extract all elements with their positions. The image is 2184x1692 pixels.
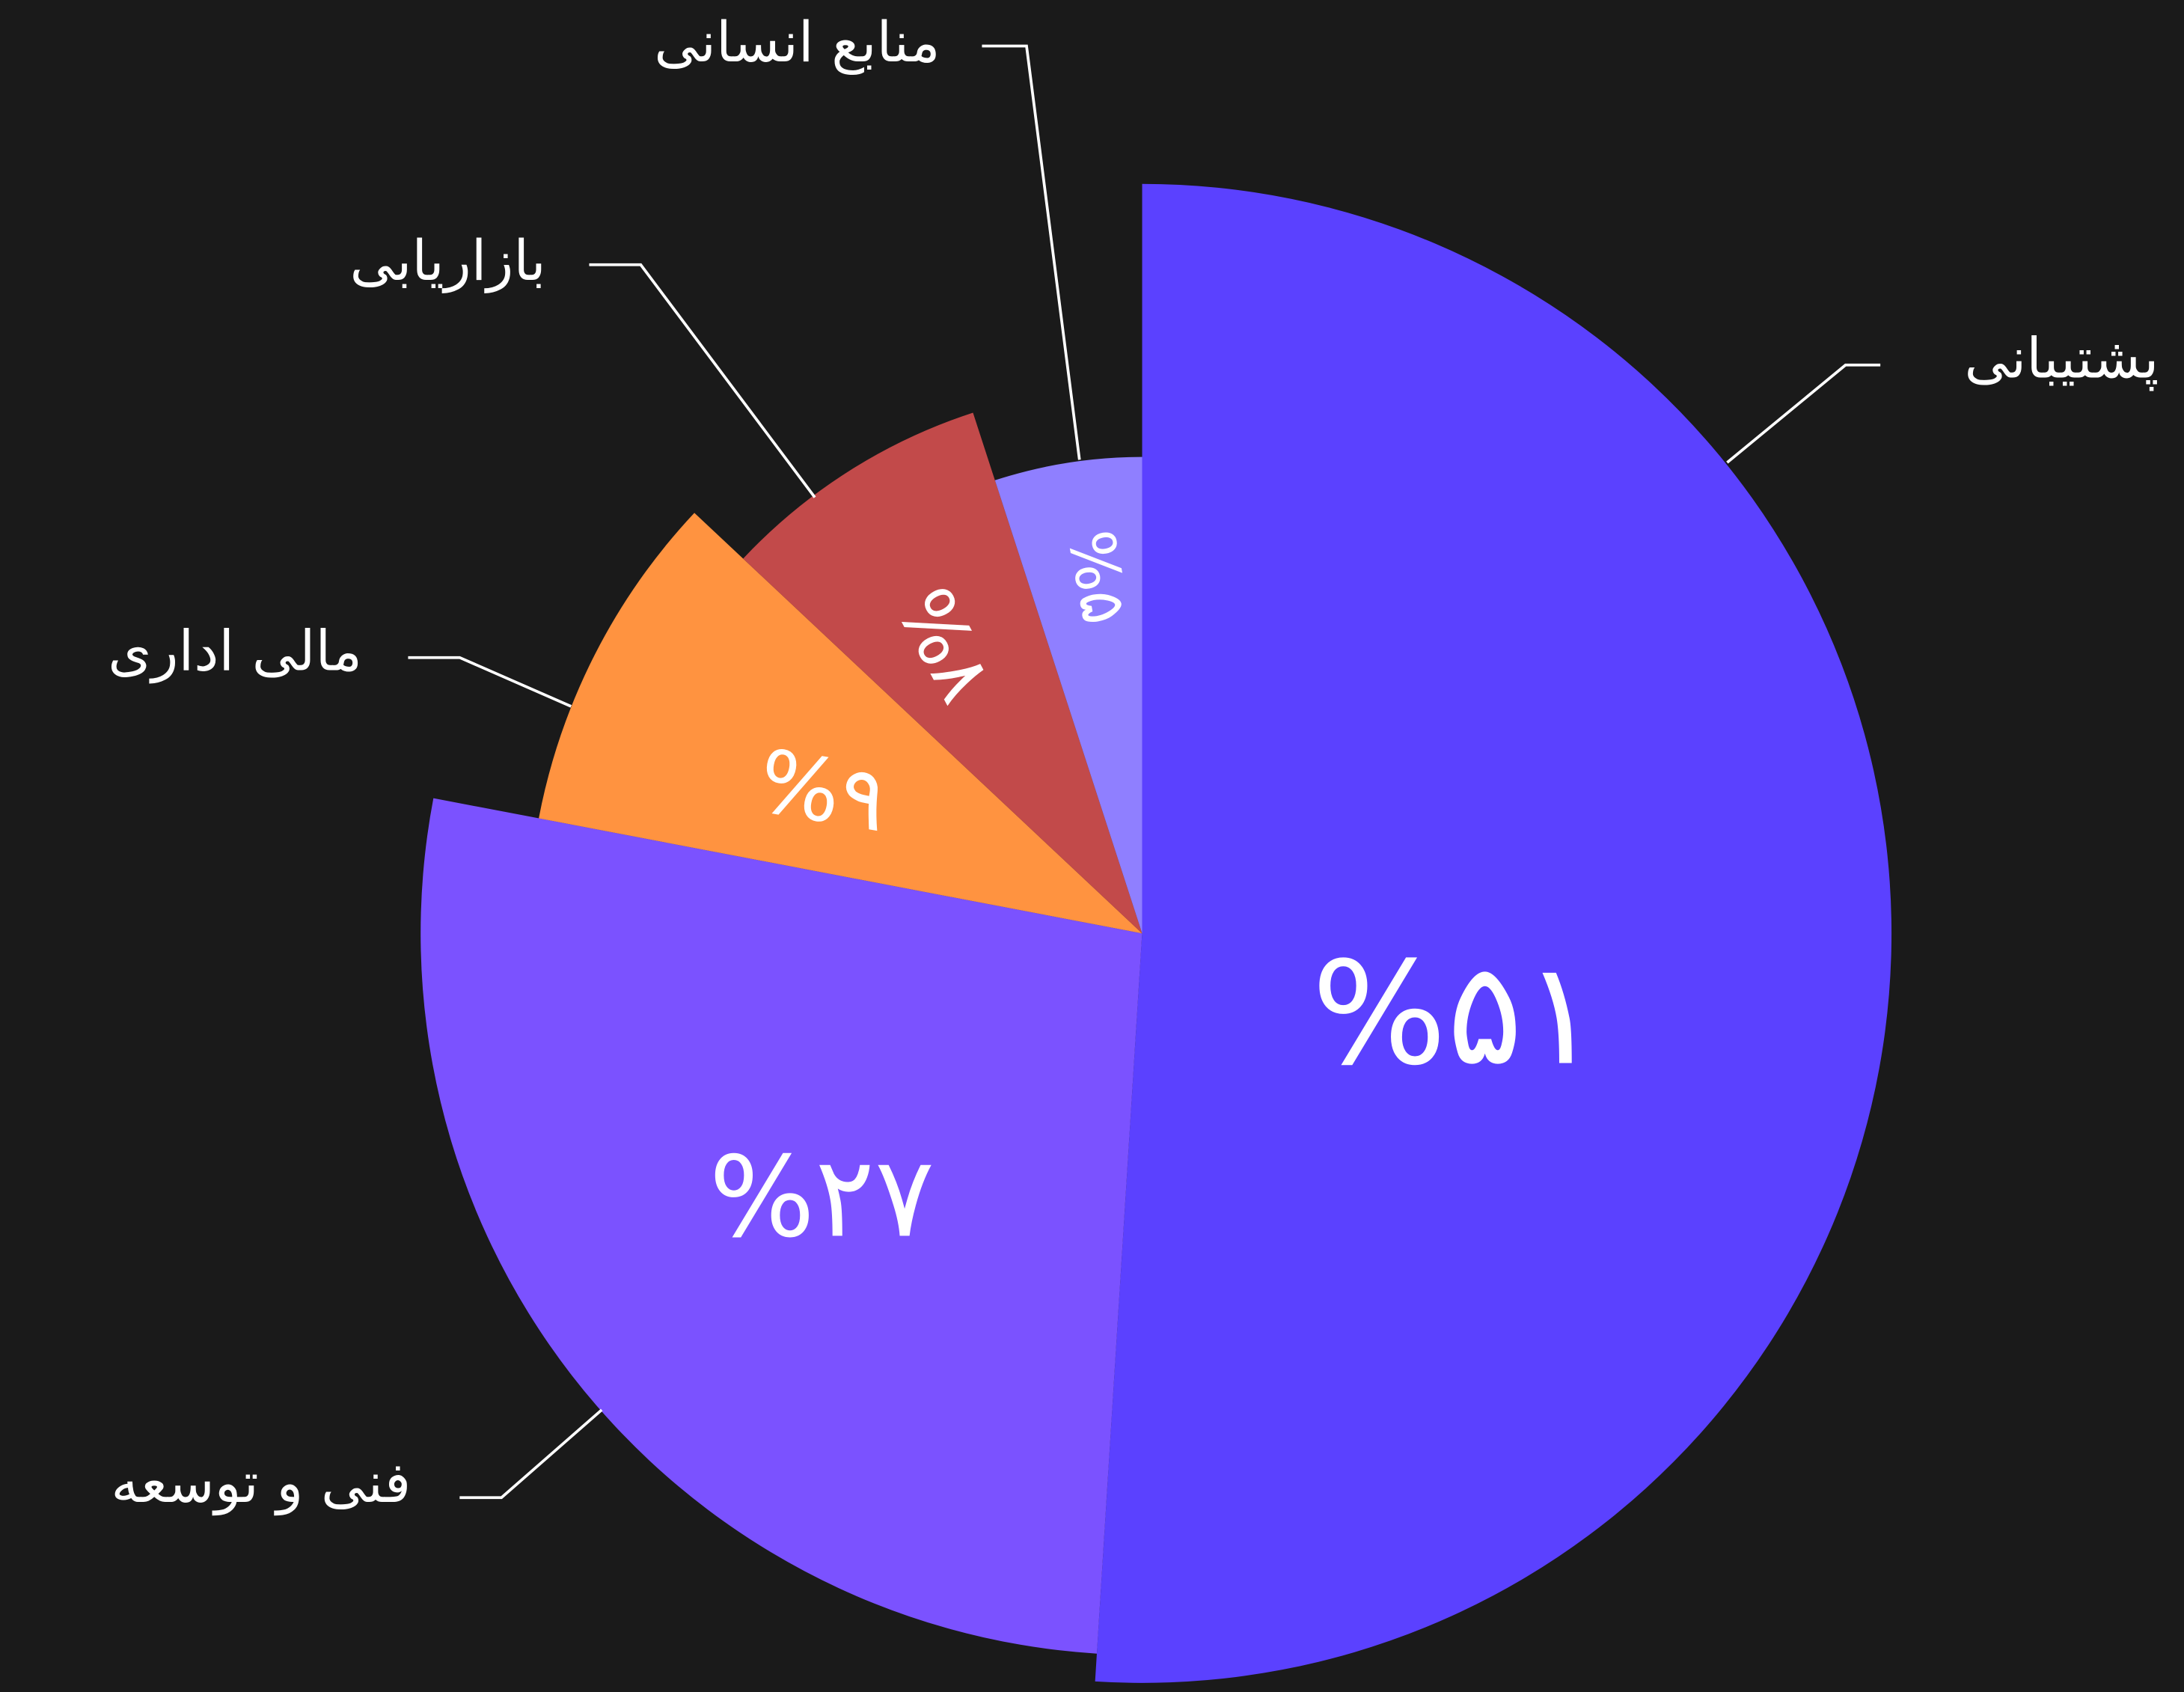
pie-slice — [1095, 183, 1892, 1683]
leader-line — [589, 263, 816, 498]
category-label: مالی اداری — [108, 618, 362, 683]
leader-line — [459, 1408, 603, 1500]
pie-slice — [743, 412, 1143, 934]
leader-line — [982, 44, 1081, 460]
category-label: منابع انسانی — [654, 10, 940, 75]
category-label: پشتیبانی — [1964, 326, 2159, 391]
value-label: %۲۷ — [709, 1133, 935, 1262]
pie-slice — [539, 513, 1143, 934]
value-label: %۹ — [750, 731, 894, 852]
pie-slice — [994, 456, 1143, 934]
value-label: %۵ — [1053, 525, 1142, 630]
category-label: فنی و توسعه — [111, 1450, 411, 1515]
value-label: %۵۱ — [1312, 931, 1600, 1097]
category-label: بازاریابی — [350, 228, 546, 293]
leader-line — [1726, 363, 1881, 464]
pie-slice — [420, 798, 1143, 1654]
leader-line — [408, 656, 572, 708]
